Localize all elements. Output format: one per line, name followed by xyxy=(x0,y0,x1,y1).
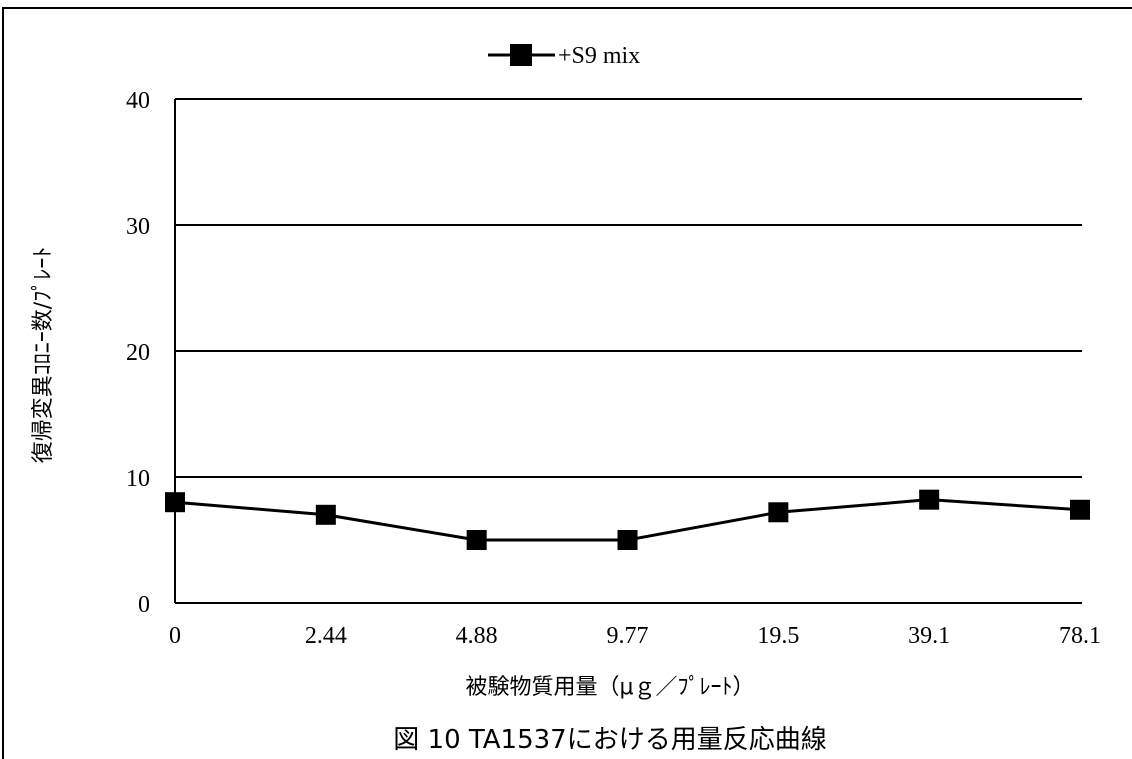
gridlines xyxy=(175,98,1082,478)
y-tick-label-0: 0 xyxy=(138,592,150,618)
legend-square-marker xyxy=(510,44,532,66)
y-tick-label-30: 30 xyxy=(126,214,150,240)
y-tick-label-10: 10 xyxy=(126,466,150,492)
data-point-2.44 xyxy=(315,504,336,525)
data-point-19.5 xyxy=(768,502,789,523)
x-tick-label-0: 0 xyxy=(169,623,181,649)
figure-caption: 図 10 TA1537における用量反応曲線 xyxy=(393,725,826,755)
x-tick-label-19.5: 19.5 xyxy=(757,623,799,649)
legend-label: +S9 mix xyxy=(558,43,640,69)
x-tick-label-4.88: 4.88 xyxy=(456,623,498,649)
data-point-39.1 xyxy=(919,489,940,510)
y-tick-labels: 0 10 20 30 40 xyxy=(126,88,150,618)
data-point-4.88 xyxy=(466,530,487,550)
y-axis-label: 復帰変異ｺﾛﾆｰ数/ﾌﾟﾚｰﾄ xyxy=(31,247,56,463)
x-tick-label-39.1: 39.1 xyxy=(908,623,950,649)
x-axis-label: 被験物質用量（μｇ／ﾌﾟﾚｰﾄ） xyxy=(466,675,755,700)
data-point-78.1 xyxy=(1070,499,1090,520)
axes xyxy=(174,99,1082,604)
legend: +S9 mix xyxy=(488,43,640,69)
data-point-9.77 xyxy=(617,530,638,550)
x-tick-label-9.77: 9.77 xyxy=(607,623,649,649)
data-point-0 xyxy=(165,492,185,513)
y-tick-label-40: 40 xyxy=(126,88,150,114)
x-tick-label-2.44: 2.44 xyxy=(305,623,347,649)
x-tick-label-78.1: 78.1 xyxy=(1059,623,1101,649)
x-tick-labels: 0 2.44 4.88 9.77 19.5 39.1 78.1 xyxy=(169,623,1101,649)
y-tick-label-20: 20 xyxy=(126,340,150,366)
series-plus-s9-mix xyxy=(165,489,1090,550)
